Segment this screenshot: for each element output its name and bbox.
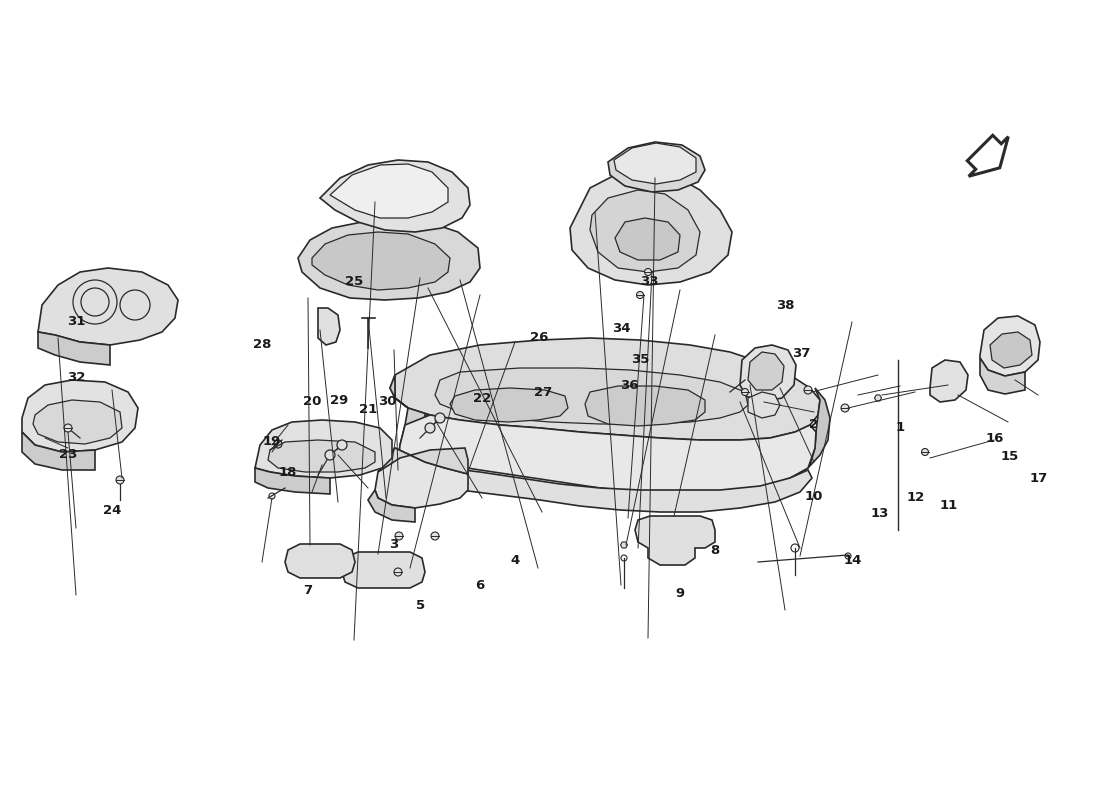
- Text: 24: 24: [103, 504, 121, 517]
- Circle shape: [425, 423, 435, 433]
- Text: 29: 29: [330, 394, 348, 406]
- Text: 35: 35: [631, 354, 649, 366]
- Text: 3: 3: [389, 538, 398, 550]
- Text: 9: 9: [675, 587, 684, 600]
- Polygon shape: [608, 142, 705, 192]
- Polygon shape: [585, 386, 705, 426]
- Polygon shape: [378, 448, 468, 474]
- Polygon shape: [285, 544, 355, 578]
- Polygon shape: [930, 360, 968, 402]
- Polygon shape: [614, 143, 696, 184]
- Polygon shape: [980, 358, 1025, 394]
- Polygon shape: [298, 220, 480, 300]
- Polygon shape: [390, 375, 430, 465]
- Polygon shape: [375, 448, 468, 508]
- Polygon shape: [980, 316, 1040, 376]
- Polygon shape: [874, 395, 881, 401]
- Polygon shape: [255, 468, 330, 494]
- Text: 8: 8: [711, 544, 719, 557]
- Polygon shape: [748, 352, 784, 390]
- Text: 7: 7: [304, 584, 312, 597]
- Text: 19: 19: [263, 435, 280, 448]
- Text: 38: 38: [777, 299, 794, 312]
- Polygon shape: [22, 432, 95, 470]
- Polygon shape: [268, 440, 375, 472]
- Text: 6: 6: [475, 579, 484, 592]
- Circle shape: [434, 413, 446, 423]
- Text: 27: 27: [535, 386, 552, 398]
- Polygon shape: [620, 542, 627, 548]
- Text: 33: 33: [640, 275, 658, 288]
- Circle shape: [64, 424, 72, 432]
- Text: 4: 4: [510, 554, 519, 566]
- Circle shape: [637, 291, 644, 298]
- Text: 23: 23: [59, 448, 77, 461]
- Text: 14: 14: [844, 554, 861, 566]
- Text: 17: 17: [1030, 472, 1047, 485]
- Polygon shape: [635, 516, 715, 565]
- Polygon shape: [390, 338, 820, 440]
- Polygon shape: [790, 388, 830, 478]
- Polygon shape: [990, 332, 1032, 368]
- Circle shape: [431, 532, 439, 540]
- Polygon shape: [398, 465, 812, 512]
- Polygon shape: [39, 268, 178, 345]
- Polygon shape: [312, 232, 450, 290]
- Text: 11: 11: [939, 499, 957, 512]
- Polygon shape: [740, 345, 796, 402]
- Text: 34: 34: [613, 322, 630, 334]
- Circle shape: [645, 269, 651, 275]
- Text: 15: 15: [1001, 450, 1019, 462]
- Text: 16: 16: [986, 432, 1003, 445]
- Circle shape: [116, 476, 124, 484]
- Circle shape: [395, 532, 403, 540]
- Circle shape: [324, 450, 336, 460]
- Text: 18: 18: [279, 466, 297, 478]
- Text: 31: 31: [67, 315, 85, 328]
- Polygon shape: [590, 190, 700, 272]
- Text: 21: 21: [360, 403, 377, 416]
- Polygon shape: [22, 380, 138, 452]
- Circle shape: [922, 449, 928, 455]
- Polygon shape: [320, 160, 470, 232]
- Polygon shape: [33, 400, 122, 444]
- Text: 25: 25: [345, 275, 363, 288]
- Polygon shape: [255, 420, 392, 478]
- Polygon shape: [318, 308, 340, 345]
- Text: 10: 10: [805, 490, 823, 502]
- Text: 36: 36: [620, 379, 638, 392]
- Circle shape: [842, 404, 849, 412]
- Polygon shape: [748, 392, 780, 418]
- Text: 20: 20: [304, 395, 321, 408]
- Text: 32: 32: [67, 371, 85, 384]
- Text: 13: 13: [871, 507, 889, 520]
- Circle shape: [804, 386, 812, 394]
- Polygon shape: [615, 218, 680, 260]
- Text: 22: 22: [473, 392, 491, 405]
- Polygon shape: [342, 552, 425, 588]
- Polygon shape: [39, 332, 110, 365]
- Polygon shape: [570, 172, 732, 285]
- Polygon shape: [368, 490, 415, 522]
- Circle shape: [337, 440, 346, 450]
- Text: 26: 26: [530, 331, 548, 344]
- Text: 1: 1: [895, 422, 904, 434]
- Text: 28: 28: [253, 338, 271, 350]
- Circle shape: [394, 568, 402, 576]
- Circle shape: [741, 389, 748, 395]
- Polygon shape: [450, 388, 568, 422]
- Text: 2: 2: [810, 418, 818, 430]
- Text: 30: 30: [378, 395, 396, 408]
- Text: 5: 5: [416, 599, 425, 612]
- Text: 12: 12: [906, 491, 924, 504]
- Polygon shape: [398, 415, 816, 494]
- Polygon shape: [330, 164, 448, 218]
- Text: 37: 37: [792, 347, 810, 360]
- Polygon shape: [434, 368, 748, 424]
